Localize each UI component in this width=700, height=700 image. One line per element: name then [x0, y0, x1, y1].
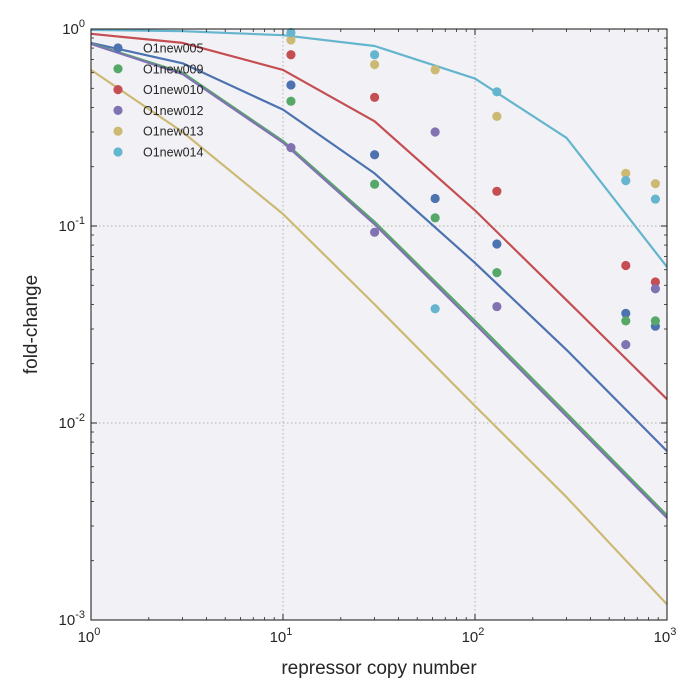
y-axis-ticks: 100 10-1 10-2 10-3 [59, 18, 667, 629]
data-point-o1new005 [621, 308, 631, 319]
data-point-o1new010 [370, 92, 380, 102]
x-axis-ticks: 100 101 102 103 [78, 29, 677, 646]
data-point-o1new014 [286, 27, 296, 38]
legend-label: O1new012 [143, 104, 204, 118]
data-point-o1new009 [286, 96, 296, 106]
y-axis-label: fold-change [21, 275, 42, 374]
data-point-o1new012 [492, 301, 502, 312]
data-point-o1new013 [492, 111, 502, 122]
fit-curve-o1new013 [90, 68, 668, 606]
data-point-o1new009 [492, 268, 502, 278]
legend-label: O1new014 [143, 146, 204, 160]
data-point-o1new005 [370, 150, 380, 160]
fit-curve-o1new010 [90, 32, 668, 400]
data-point-o1new009 [370, 179, 380, 189]
legend-marker [113, 126, 123, 136]
legend-label: O1new010 [143, 83, 204, 97]
data-point-o1new013 [621, 168, 631, 178]
x-tick-label: 103 [654, 626, 677, 646]
data-point-o1new014 [370, 50, 380, 60]
x-tick-label: 100 [78, 626, 101, 646]
data-point-o1new013 [650, 179, 660, 189]
data-point-o1new010 [286, 50, 296, 60]
legend-marker [113, 105, 123, 115]
legend-label: O1new013 [143, 125, 204, 139]
data-point-o1new009 [430, 213, 440, 223]
data-point-o1new012 [370, 227, 380, 237]
fit-curve-o1new005 [90, 41, 668, 452]
data-point-o1new012 [430, 127, 440, 137]
x-tick-label: 102 [462, 626, 485, 646]
data-point-o1new014 [621, 176, 631, 186]
data-point-o1new014 [650, 194, 660, 204]
data-point-o1new010 [621, 260, 631, 271]
data-point-o1new005 [492, 239, 502, 249]
legend-marker [113, 64, 123, 74]
legend-marker [113, 43, 123, 53]
plot-area [91, 29, 667, 620]
x-tick-label: 101 [270, 626, 293, 646]
data-points [286, 27, 660, 350]
data-point-o1new014 [492, 87, 502, 97]
fit-curve-o1new012 [90, 42, 668, 519]
fit-curve-o1new009 [90, 42, 668, 517]
data-point-o1new010 [650, 277, 660, 287]
data-point-o1new012 [286, 143, 296, 153]
data-point-o1new013 [286, 35, 296, 45]
data-point-o1new014 [430, 304, 440, 314]
data-point-o1new010 [492, 186, 502, 196]
legend-label: O1new009 [143, 62, 204, 76]
data-point-o1new012 [650, 284, 660, 294]
y-tick-label: 10-1 [59, 215, 85, 235]
data-point-o1new012 [621, 340, 631, 350]
y-tick-label: 10-2 [59, 412, 85, 432]
y-tick-label: 10-3 [59, 609, 85, 629]
x-axis-label: repressor copy number [281, 658, 477, 679]
data-point-o1new009 [621, 316, 631, 326]
data-point-o1new005 [430, 193, 440, 204]
legend-marker [113, 85, 123, 95]
legend: O1new005 O1new009 O1new010 O1new012 O1new013… [113, 42, 204, 160]
plot-frame [90, 28, 668, 621]
legend-marker [113, 147, 123, 157]
data-point-o1new005 [286, 80, 296, 90]
data-point-o1new013 [430, 65, 440, 75]
data-point-o1new009 [650, 316, 660, 326]
data-point-o1new013 [370, 59, 380, 70]
legend-label: O1new005 [143, 42, 204, 56]
y-tick-label: 100 [62, 18, 85, 38]
